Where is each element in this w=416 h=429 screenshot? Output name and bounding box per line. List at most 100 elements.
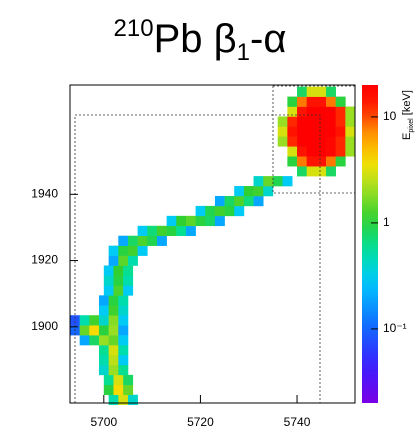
colorbar-tick-label: 10⁻¹ [383,321,407,335]
pixel-cell [282,176,293,187]
selection-boxes [74,85,356,403]
x-tick-label: 5720 [187,415,214,429]
pixel-cell [108,335,119,346]
pixel-cell [195,215,206,227]
pixel-cell [316,116,327,127]
plot-frame [69,84,356,404]
pixel-cell [263,176,274,187]
pixel-cell [335,126,346,137]
pixel-cell [147,225,158,237]
pixel-cell [316,126,327,137]
heatmap-cells [70,86,356,405]
pixel-cell [103,265,114,276]
pixel-cell [335,116,346,127]
pixel-cell [103,384,114,396]
pixel-cell [108,295,119,306]
colorbar-label-sub: pixel [408,118,415,133]
pixel-cell [234,195,245,207]
pixel-cell [287,106,298,117]
pixel-cell [118,345,129,356]
pixel-cell [103,374,114,386]
y-tick-label: 1920 [31,253,58,267]
pixel-cell [113,374,124,386]
pixel-cell [108,245,119,256]
pixel-cell [345,126,356,137]
pixel-cell [316,106,327,117]
pixel-cell [345,146,356,157]
pixel-cell [326,156,336,167]
colorbar-label-unit: [keV] [401,90,413,118]
chart-title: 210Pb β1-α [114,15,287,66]
pixel-cell [98,305,109,316]
title-main: Pb β [154,17,237,61]
pixel-cell [137,245,148,256]
pixel-cell [185,225,196,237]
pixel-cell [306,146,317,157]
pixel-cell [326,136,336,147]
pixel-cell [113,275,124,286]
pixel-cell [118,325,129,336]
pixel-cell [156,225,167,237]
pixel-cell [316,156,327,167]
pixel-cell [137,235,148,246]
pixel-cell [335,136,346,147]
pixel-cell [326,166,336,177]
pixel-cell [297,156,307,167]
pixel-cell [118,364,129,376]
pixel-cell [137,225,148,237]
pixel-cell [98,335,109,346]
pixel-cell [123,275,134,286]
pixel-cell [123,374,134,386]
pixel-cell [176,215,187,227]
pixel-cell [316,96,327,107]
title-subscript: 1 [237,39,250,66]
pixel-cell [287,146,298,157]
pixel-cell [108,364,119,376]
pixel-cell [89,335,100,346]
pixel-cell [108,255,119,266]
pixel-cell [127,245,138,256]
pixel-cell [234,205,245,217]
pixel-cell [316,86,327,97]
pixel-cell [118,305,129,316]
pixel-cell [297,166,307,177]
pixel-cell [98,315,109,326]
pixel-cell [98,354,109,366]
pixel-cell [205,205,216,217]
pixel-cell [214,205,225,217]
pixel-cell [108,354,119,366]
colorbar-tick-label: 10 [383,109,397,123]
pixel-cell [79,315,90,326]
pixel-cell [277,126,288,137]
pixel-cell [214,195,225,207]
pixel-cell [306,136,317,147]
pixel-cell [98,345,109,356]
pixel-cell [316,166,327,177]
pixel-cell [287,116,298,127]
pixel-cell [98,364,109,376]
pixel-cell [335,146,346,157]
y-tick-label: 1900 [31,319,58,333]
pixel-cell [195,205,206,217]
pixel-cell [214,215,225,227]
pixel-cell [108,305,119,316]
pixel-cell [98,325,109,336]
pixel-cell [243,186,254,197]
pixel-cell [70,315,80,326]
pixel-cell [287,96,298,107]
pixel-cell [345,116,356,127]
pixel-cell [345,106,356,117]
blob-box [272,85,356,194]
pixel-cell [253,195,264,207]
pixel-cell [79,335,90,346]
pixel-cell [118,255,129,266]
colorbar [362,85,378,403]
pixel-cell [113,384,124,396]
pixel-cell [118,394,129,405]
track-box [74,114,321,403]
pixel-cell [108,394,119,405]
pixel-cell [297,146,307,157]
pixel-cell [316,136,327,147]
pixel-cell [79,325,90,336]
pixel-cell [147,235,158,246]
